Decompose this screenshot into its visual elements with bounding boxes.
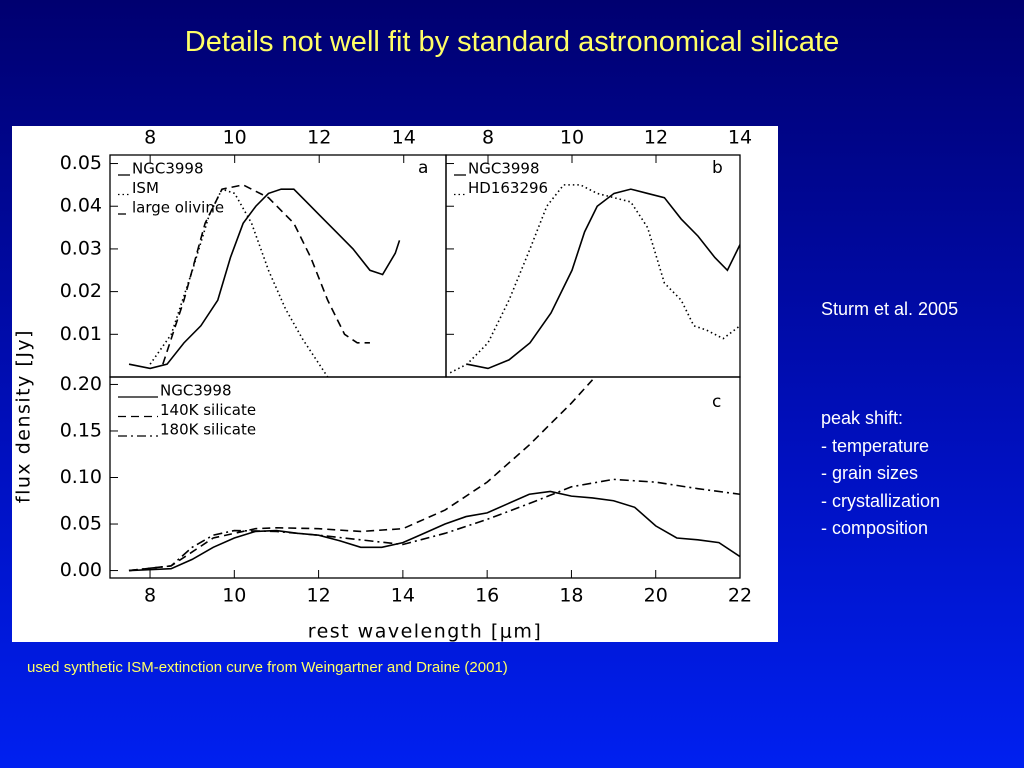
y-tick-label: 0.03 xyxy=(60,237,102,259)
footnote: used synthetic ISM-extinction curve from… xyxy=(27,659,508,676)
x-tick-label: 12 xyxy=(307,127,331,149)
x-tick-label: 14 xyxy=(391,585,415,607)
panel-label: c xyxy=(712,392,721,412)
x-tick-label: 12 xyxy=(644,127,668,149)
legend-label: large olivine xyxy=(132,199,224,217)
x-tick-label: 10 xyxy=(560,127,584,149)
x-tick-label: 22 xyxy=(728,585,752,607)
reference: Sturm et al. 2005 xyxy=(821,299,959,319)
y-tick-label: 0.00 xyxy=(60,559,102,581)
data-line xyxy=(128,379,594,572)
legend-label: ISM xyxy=(132,179,159,197)
y-tick-label: 0.15 xyxy=(60,419,102,441)
data-line xyxy=(466,188,740,370)
legend-label: 140K silicate xyxy=(160,401,256,419)
x-tick-label: 14 xyxy=(728,127,752,149)
y-tick-label: 0.10 xyxy=(60,466,102,488)
data-line xyxy=(162,184,370,365)
note: - crystallization xyxy=(821,490,941,511)
y-tick-label: 0.01 xyxy=(60,323,102,345)
x-tick-label: 10 xyxy=(223,127,247,149)
note: - composition xyxy=(821,518,929,538)
x-tick-label: 18 xyxy=(559,585,583,607)
x-tick-label: 8 xyxy=(144,585,156,607)
data-line xyxy=(449,184,740,374)
notes: peak shift: - temperature - grain sizes … xyxy=(821,405,940,543)
figure: 8 10 12 140.010.020.030.040.05 NGC3998ISMlar… xyxy=(12,126,778,642)
legend-label: NGC3998 xyxy=(468,160,540,178)
x-tick-label: 16 xyxy=(475,585,499,607)
y-tick-label: 0.05 xyxy=(60,152,102,174)
slide-title: Details not well fit by standard astrono… xyxy=(184,26,840,58)
x-tick-label: 8 xyxy=(144,127,156,149)
panel-label: b xyxy=(712,158,723,178)
x-tick-label: 10 xyxy=(222,585,246,607)
y-tick-label: 0.04 xyxy=(60,195,102,217)
data-line xyxy=(128,490,740,572)
data-line xyxy=(128,188,401,370)
note: - grain sizes xyxy=(821,463,919,483)
y-axis-label: flux density [Jy] xyxy=(13,329,35,503)
y-tick-label: 0.02 xyxy=(60,280,102,302)
legend-label: NGC3998 xyxy=(160,382,232,400)
x-tick-label: 14 xyxy=(392,127,416,149)
y-tick-label: 0.05 xyxy=(60,513,102,535)
x-axis-label: rest wavelength [μm] xyxy=(308,621,543,643)
legend-label: NGC3998 xyxy=(132,160,204,178)
data-line xyxy=(128,478,740,572)
legend-label: 180K silicate xyxy=(160,421,256,439)
x-tick-label: 8 xyxy=(482,127,494,149)
x-tick-label: 12 xyxy=(307,585,331,607)
plot-frame xyxy=(109,154,447,378)
notes-heading: peak shift: xyxy=(821,408,904,428)
x-tick-label: 20 xyxy=(644,585,668,607)
legend-label: HD163296 xyxy=(468,179,548,197)
y-tick-label: 0.20 xyxy=(60,373,102,395)
data-line xyxy=(149,188,329,377)
note: - temperature xyxy=(821,435,930,456)
panel-label: a xyxy=(418,158,428,178)
